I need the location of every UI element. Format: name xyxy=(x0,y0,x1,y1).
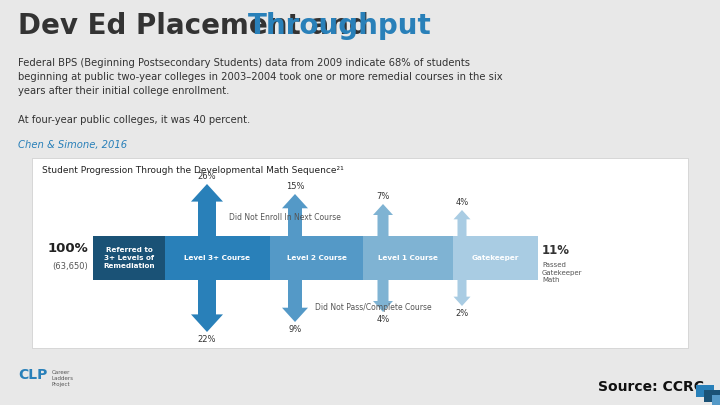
Text: Chen & Simone, 2016: Chen & Simone, 2016 xyxy=(18,140,127,150)
Text: (63,650): (63,650) xyxy=(53,262,88,271)
Text: Gatekeeper: Gatekeeper xyxy=(472,255,519,261)
Bar xyxy=(363,236,453,280)
Polygon shape xyxy=(454,210,470,236)
Bar xyxy=(165,236,270,280)
Polygon shape xyxy=(282,194,308,236)
Text: 100%: 100% xyxy=(48,243,88,256)
Text: 11%: 11% xyxy=(542,243,570,256)
Text: 22%: 22% xyxy=(198,335,216,344)
Text: Passed
Gatekeeper
Math: Passed Gatekeeper Math xyxy=(542,262,582,283)
Text: 7%: 7% xyxy=(377,192,390,201)
Text: Throughput: Throughput xyxy=(248,12,432,40)
Bar xyxy=(712,395,720,405)
Bar xyxy=(93,236,165,280)
Text: Student Progression Through the Developmental Math Sequence²¹: Student Progression Through the Developm… xyxy=(42,166,343,175)
Text: 4%: 4% xyxy=(455,198,469,207)
Bar xyxy=(704,390,720,402)
Text: Career
Ladders
Project: Career Ladders Project xyxy=(52,370,74,388)
Text: 4%: 4% xyxy=(377,315,390,324)
Polygon shape xyxy=(191,184,223,236)
Text: At four-year public colleges, it was 40 percent.: At four-year public colleges, it was 40 … xyxy=(18,115,251,125)
Text: Did Not Pass/Complete Course: Did Not Pass/Complete Course xyxy=(315,303,431,313)
Text: 9%: 9% xyxy=(289,325,302,334)
Text: CLP: CLP xyxy=(18,368,48,382)
Text: Level 3+ Course: Level 3+ Course xyxy=(184,255,251,261)
Text: Did Not Enroll In Next Course: Did Not Enroll In Next Course xyxy=(229,213,341,222)
Text: Source: CCRC: Source: CCRC xyxy=(598,380,704,394)
Polygon shape xyxy=(373,280,393,312)
Polygon shape xyxy=(282,280,308,322)
Polygon shape xyxy=(191,280,223,332)
Text: 26%: 26% xyxy=(198,172,216,181)
Bar xyxy=(270,236,363,280)
Polygon shape xyxy=(373,204,393,236)
Text: 2%: 2% xyxy=(455,309,469,318)
Bar xyxy=(696,385,714,397)
Text: Level 1 Course: Level 1 Course xyxy=(378,255,438,261)
Bar xyxy=(453,236,538,280)
Text: Level 2 Course: Level 2 Course xyxy=(287,255,346,261)
Text: 15%: 15% xyxy=(286,182,305,191)
Text: Referred to
3+ Levels of
Remediation: Referred to 3+ Levels of Remediation xyxy=(103,247,155,269)
Polygon shape xyxy=(454,280,470,306)
FancyBboxPatch shape xyxy=(32,158,688,348)
Text: Dev Ed Placement and: Dev Ed Placement and xyxy=(18,12,388,40)
Text: Federal BPS (Beginning Postsecondary Students) data from 2009 indicate 68% of st: Federal BPS (Beginning Postsecondary Stu… xyxy=(18,58,503,96)
